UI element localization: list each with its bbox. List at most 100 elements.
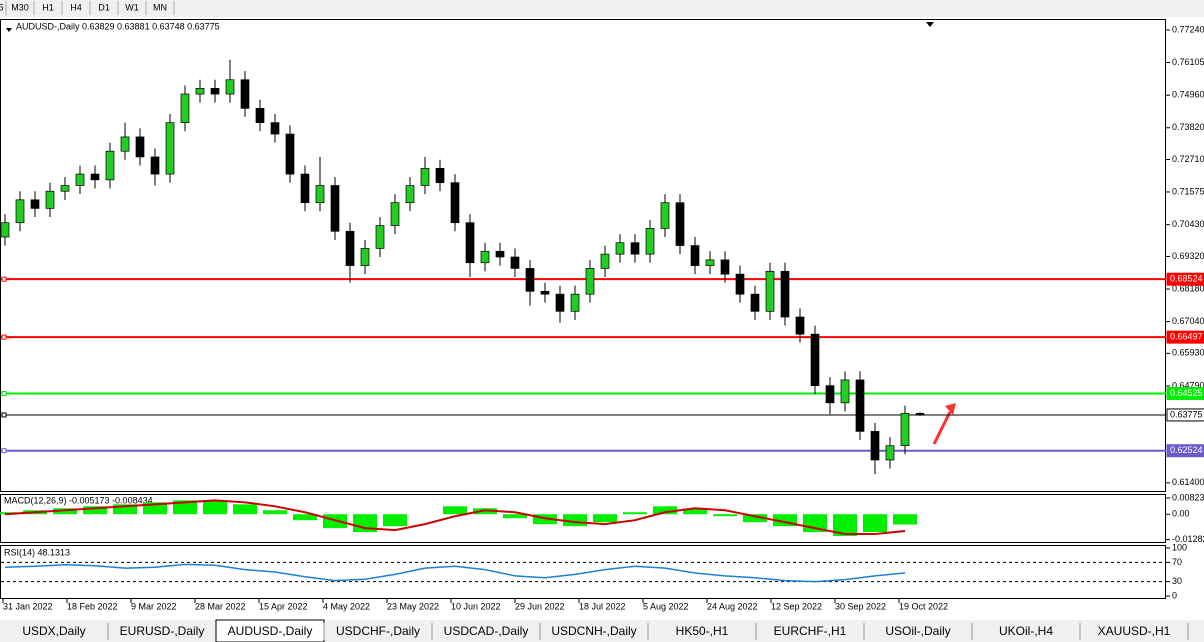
x-tick-label: 18 Feb 2022 <box>67 601 118 611</box>
timeframe-button[interactable]: M30 <box>11 2 29 12</box>
tab[interactable]: USDX,Daily <box>22 624 85 638</box>
macd-bar <box>743 514 767 523</box>
candle-body <box>645 228 655 255</box>
pane-title: RSI(14) 48.1313 <box>4 547 70 557</box>
candle-body <box>390 202 400 226</box>
candle-body <box>240 79 250 109</box>
y-tick-label: 0.71575 <box>1172 186 1204 196</box>
timeframe-button[interactable]: W1 <box>125 2 139 12</box>
candle-body <box>600 253 610 269</box>
tab[interactable]: USOil-,Daily <box>885 624 950 638</box>
macd-bar <box>173 500 197 515</box>
candle-body <box>495 250 505 258</box>
rsi-frame <box>0 545 1166 599</box>
macd-bar <box>263 510 287 515</box>
timeframe-button[interactable]: 5 <box>0 2 4 12</box>
macd-frame <box>0 494 1166 543</box>
candle-body <box>705 259 715 266</box>
candle-body <box>915 413 925 416</box>
macd-bar <box>623 512 647 515</box>
level-label: 0.66497 <box>1170 332 1203 342</box>
macd-bar <box>443 506 467 515</box>
timeframe-button[interactable]: D1 <box>98 2 110 12</box>
candle-body <box>165 122 175 175</box>
candle-body <box>795 316 805 335</box>
y-tick-label: 0.00823 <box>1172 492 1204 502</box>
x-tick-label: 24 Aug 2022 <box>707 601 758 611</box>
shift-marker <box>926 22 934 27</box>
candle-body <box>735 273 745 295</box>
candle-body <box>855 379 865 432</box>
candle-body <box>480 250 490 264</box>
macd-bar <box>833 514 857 537</box>
candle-body <box>810 333 820 387</box>
macd-bar <box>383 514 407 527</box>
candle-body <box>585 268 595 295</box>
tab[interactable]: USDCNH-,Daily <box>551 624 636 638</box>
tab[interactable]: USDCAD-,Daily <box>444 624 529 638</box>
y-tick-label: 0.61400 <box>1172 477 1204 487</box>
y-tick-label: 0.67040 <box>1172 316 1204 326</box>
rsi-line <box>4 563 906 583</box>
timeframe-button[interactable]: H4 <box>70 2 82 12</box>
candle-body <box>345 230 355 266</box>
level-tag <box>1166 444 1204 458</box>
macd-bar <box>83 506 107 515</box>
toolbar <box>0 0 1204 17</box>
candle-body <box>0 222 10 238</box>
candle-body <box>540 290 550 295</box>
level-tag <box>1166 408 1204 422</box>
level-handle <box>1 391 7 397</box>
tab[interactable]: AUDUSD-,Daily <box>228 624 313 638</box>
tab[interactable]: UKOil-,H4 <box>999 624 1053 638</box>
candle-body <box>75 173 85 186</box>
macd-bar <box>713 514 737 517</box>
timeframe-button[interactable]: H1 <box>42 2 54 12</box>
level-label: 0.63775 <box>1170 409 1203 419</box>
tab[interactable]: EURCHF-,H1 <box>774 624 847 638</box>
candle-body <box>765 270 775 312</box>
x-tick-label: 12 Sep 2022 <box>771 601 822 611</box>
candle-body <box>870 431 880 461</box>
candle-body <box>360 248 370 266</box>
tab[interactable]: XAUUSD-,H1 <box>1098 624 1171 638</box>
tab[interactable]: EURUSD-,Daily <box>120 624 205 638</box>
pane-title: AUDUSD-,Daily 0.63829 0.63881 0.63748 0.… <box>16 21 220 31</box>
level-handle <box>1 334 7 340</box>
tab[interactable]: USDCHF-,Daily <box>336 624 420 638</box>
candle-body <box>375 225 385 249</box>
candle-body <box>675 202 685 246</box>
candle-body <box>135 136 145 158</box>
macd-bar <box>503 514 527 519</box>
candle-body <box>435 168 445 184</box>
candle-body <box>630 242 640 255</box>
candle-body <box>225 79 235 95</box>
candle-body <box>525 268 535 292</box>
candle-body <box>210 87 220 95</box>
tab[interactable]: HK50-,H1 <box>676 624 729 638</box>
macd-bar <box>563 514 587 527</box>
macd-bar <box>683 508 707 515</box>
level-handle <box>1 412 7 418</box>
x-tick-label: 19 Oct 2022 <box>899 601 948 611</box>
x-tick-label: 18 Jul 2022 <box>579 601 626 611</box>
candle-body <box>885 445 895 461</box>
level-label: 0.64525 <box>1170 388 1203 398</box>
candle-body <box>15 199 25 224</box>
candle-body <box>465 222 475 264</box>
macd-bar <box>893 514 917 525</box>
macd-bar <box>203 500 227 515</box>
y-tick-label: 0.65930 <box>1172 348 1204 358</box>
candle-body <box>315 185 325 204</box>
candle-body <box>300 173 310 204</box>
x-tick-label: 23 May 2022 <box>387 601 439 611</box>
arrow-head <box>945 403 956 415</box>
main-frame <box>0 19 1166 492</box>
candle-body <box>255 107 265 123</box>
level-tag <box>1166 387 1204 401</box>
candle-body <box>60 185 70 192</box>
candle-body <box>180 93 190 123</box>
timeframe-button[interactable]: MN <box>153 2 167 12</box>
x-tick-label: 9 Mar 2022 <box>131 601 177 611</box>
x-tick-label: 4 May 2022 <box>323 601 370 611</box>
